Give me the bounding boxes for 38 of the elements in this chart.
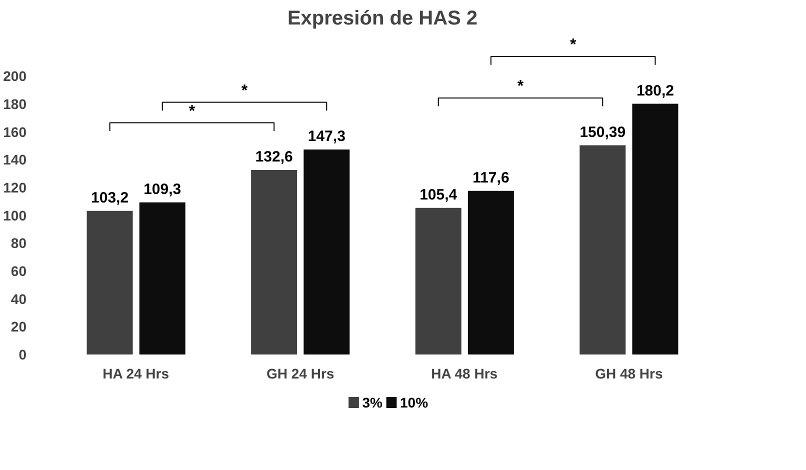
data-label: 109,3: [144, 181, 182, 198]
data-label: 147,3: [308, 128, 346, 146]
y-tick-label: 160: [3, 124, 27, 140]
text: *: [570, 36, 577, 54]
annotation: *: [241, 82, 248, 100]
bar: [304, 150, 350, 354]
bar: [415, 208, 462, 354]
bar: [580, 145, 626, 354]
legend-label: 3%: [362, 394, 384, 410]
annotation: *: [517, 78, 524, 96]
data-label: 105,4: [420, 186, 458, 204]
x-tick-label: GH 48 Hrs: [595, 366, 663, 382]
legend-label: 10%: [400, 394, 429, 410]
bar: [86, 210, 133, 354]
y-tick-label: 80: [10, 235, 27, 252]
x-tick-label: GH 24 Hrs: [266, 366, 334, 382]
y-tick-label: 140: [3, 152, 27, 168]
chart-title: Expresión de HAS 2: [287, 8, 478, 30]
data-label: 117,6: [472, 170, 510, 187]
bar: [139, 202, 186, 354]
x-tick-label: HA 24 Hrs: [102, 366, 170, 382]
bar: [468, 190, 514, 354]
y-tick-label: 200: [3, 68, 27, 84]
data-label: 180,2: [636, 82, 674, 100]
bar: [251, 170, 298, 354]
y-tick-label: 60: [10, 263, 27, 280]
x-tick-label: HA 48 Hrs: [431, 366, 498, 382]
y-tick-label: 20: [10, 318, 27, 335]
y-tick-label: 0: [18, 346, 27, 362]
y-tick-label: 180: [3, 96, 27, 112]
annotation: *: [188, 102, 196, 120]
bar: [632, 104, 678, 354]
y-tick-label: 40: [10, 290, 27, 307]
data-label: 132,6: [255, 148, 293, 166]
y-tick-label: 100: [3, 207, 27, 224]
data-label: 150,39: [580, 124, 626, 141]
y-tick-label: 120: [3, 180, 27, 196]
data-label: 103,2: [91, 190, 129, 207]
